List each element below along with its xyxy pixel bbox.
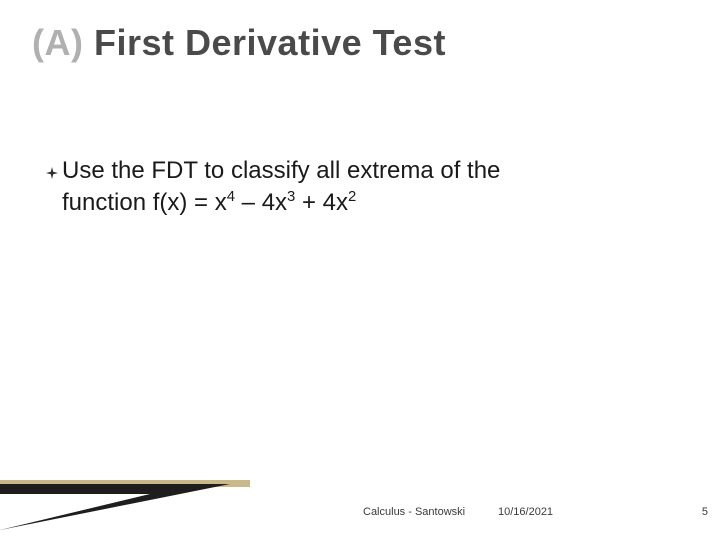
footer-date: 10/16/2021 <box>498 506 553 518</box>
bullet-text: Use the FDT to classify all extrema of t… <box>62 155 660 219</box>
bullet-item: Use the FDT to classify all extrema of t… <box>46 155 660 219</box>
footer-credit: Calculus - Santowski <box>363 506 465 518</box>
bullet-mid1: – 4x <box>235 189 287 216</box>
bullet-line1: Use the FDT to classify all extrema of t… <box>62 157 500 184</box>
slide-footer: Calculus - Santowski 10/16/2021 5 <box>0 498 720 518</box>
slide-title: (A) First Derivative Test <box>32 22 446 64</box>
bullet-mid2: + 4x <box>295 189 348 216</box>
sup-2: 2 <box>348 189 356 205</box>
corner-decoration-icon <box>0 460 260 530</box>
bullet-line2-prefix: function f(x) = x <box>62 189 227 216</box>
slide: (A) First Derivative Test Use the FDT to… <box>0 0 720 540</box>
footer-page-number: 5 <box>702 506 708 518</box>
title-main: First Derivative Test <box>83 22 445 63</box>
bullet-marker-icon <box>46 155 62 188</box>
title-prefix: (A) <box>32 22 83 63</box>
sup-4: 4 <box>227 189 235 205</box>
